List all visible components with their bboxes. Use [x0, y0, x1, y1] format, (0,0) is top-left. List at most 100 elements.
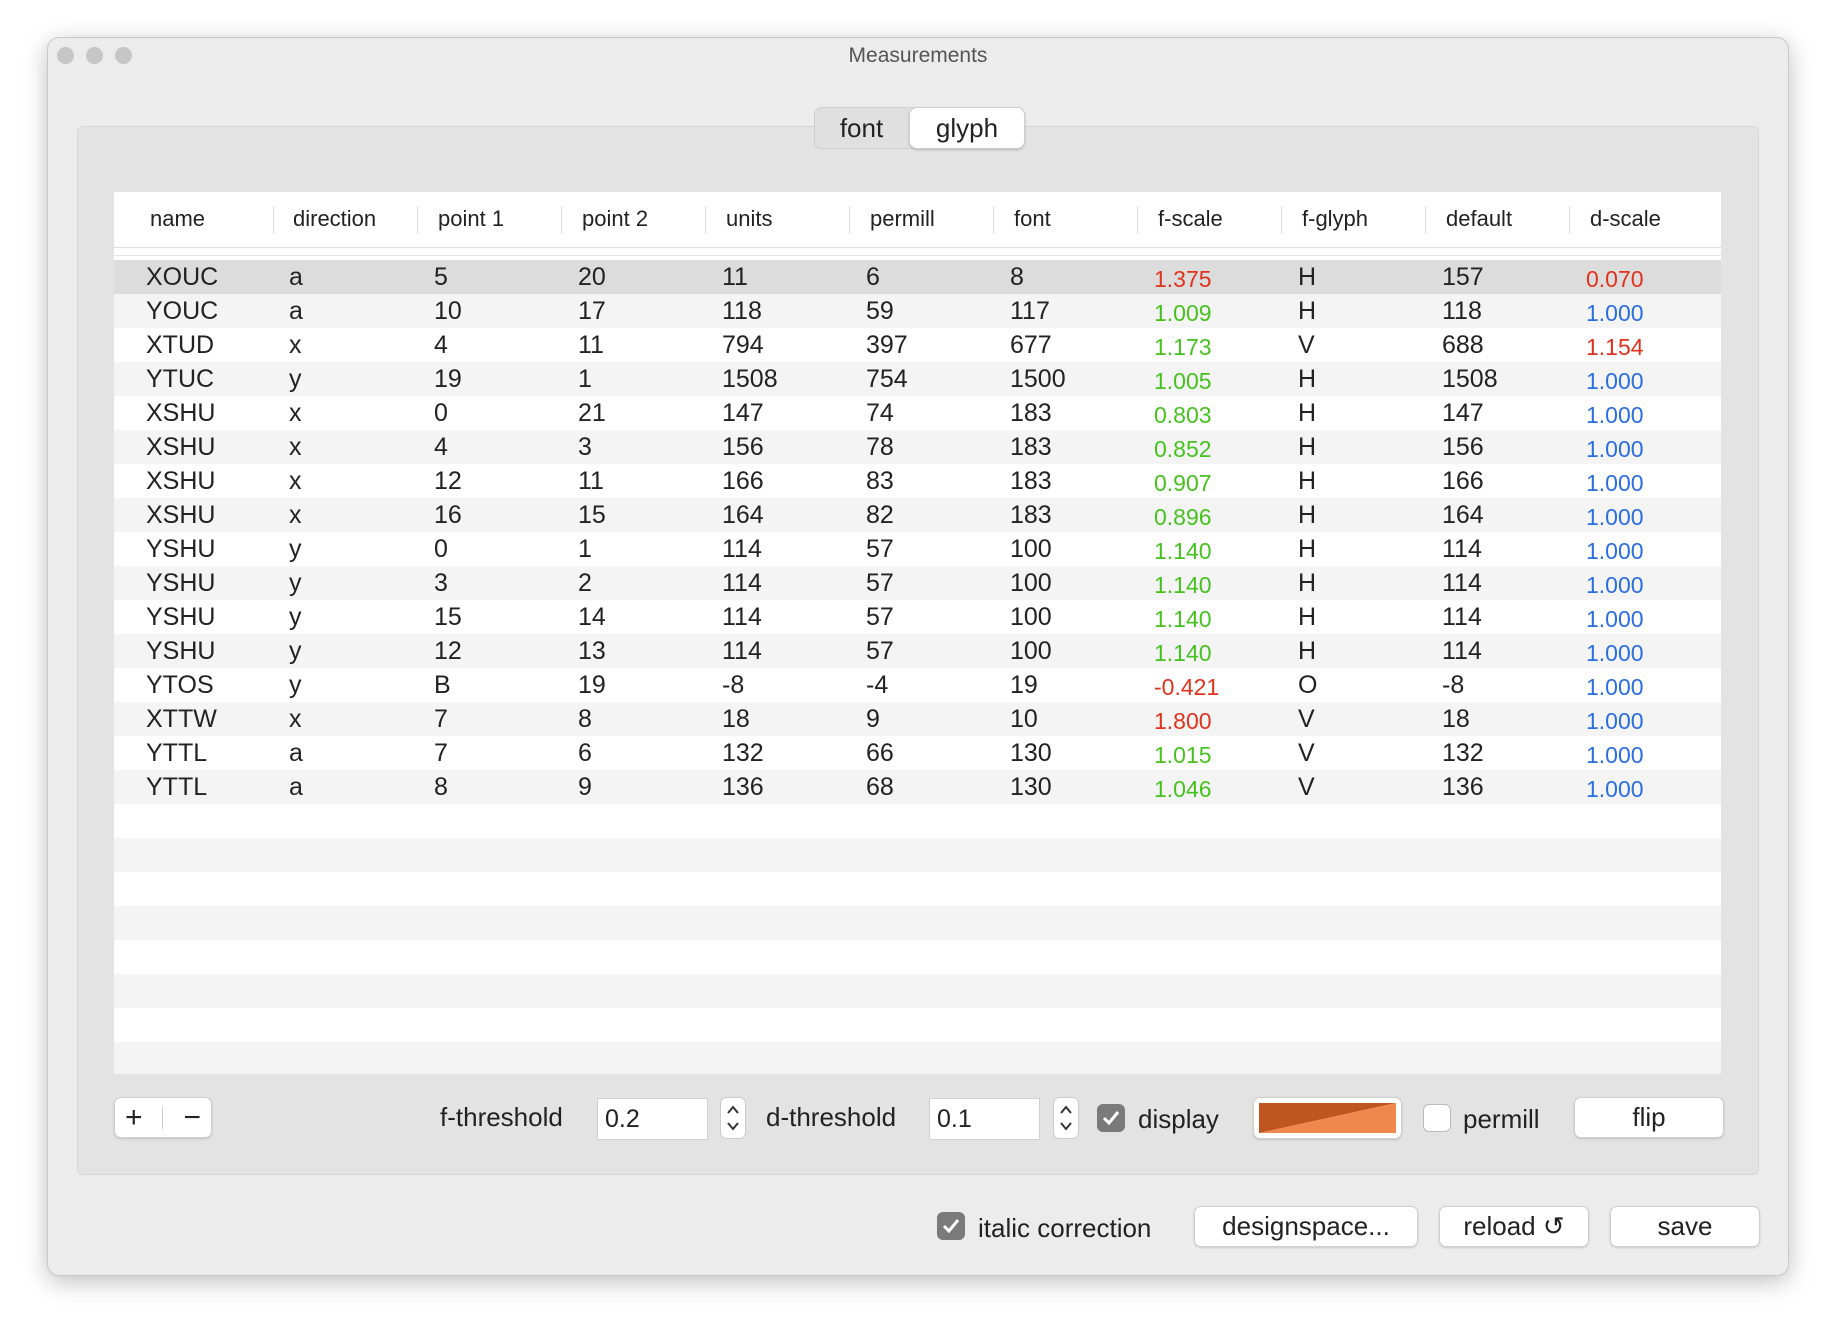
table-cell: 1.000	[1586, 436, 1644, 462]
table-row[interactable]: YTUC y 19 1 1508 754 1500 1.005 H 1508 1.000	[114, 362, 1721, 396]
close-button[interactable]	[57, 47, 74, 64]
table-row[interactable]: XOUC a 5 20 11 6 8 1.375 H 157 0.070	[114, 260, 1721, 294]
table-cell: H	[1298, 297, 1317, 325]
table-row[interactable]: YSHU y 15 14 114 57 100 1.140 H 114 1.000	[114, 600, 1721, 634]
table-cell: x	[289, 467, 302, 495]
table-cell: a	[289, 263, 303, 291]
table-row[interactable]: YSHU y 12 13 114 57 100 1.140 H 114 1.000	[114, 634, 1721, 668]
permill-checkbox[interactable]	[1423, 1104, 1451, 1132]
table: name direction point 1 point 2 units permill f…	[114, 192, 1721, 1074]
table-cell: 114	[722, 603, 762, 631]
table-row[interactable]: YTOS y B 19 -8 -4 19 -0.421 O -8 1.000	[114, 668, 1721, 702]
add-remove-buttons: + −	[114, 1097, 212, 1138]
table-cell: 1.000	[1586, 402, 1644, 428]
save-button[interactable]: save	[1610, 1206, 1760, 1247]
window-title: Measurements	[848, 44, 988, 67]
table-cell: V	[1298, 331, 1315, 359]
column-separator	[561, 206, 562, 234]
color-swatch	[1259, 1103, 1396, 1133]
table-cell: 11	[722, 263, 748, 291]
column-separator	[417, 206, 418, 234]
remove-button[interactable]: −	[183, 1100, 201, 1134]
table-cell: 19	[1010, 671, 1038, 699]
table-row[interactable]: XSHU x 16 15 164 82 183 0.896 H 164 1.000	[114, 498, 1721, 532]
column-header[interactable]: f-glyph	[1302, 206, 1369, 231]
table-cell: H	[1298, 433, 1317, 461]
column-header[interactable]: d-scale	[1590, 206, 1661, 231]
column-header[interactable]: units	[726, 206, 773, 231]
table-cell: 166	[1442, 467, 1484, 495]
display-checkbox[interactable]	[1097, 1104, 1125, 1132]
table-row[interactable]: YSHU y 3 2 114 57 100 1.140 H 114 1.000	[114, 566, 1721, 600]
minimize-button[interactable]	[86, 47, 103, 64]
empty-row	[114, 974, 1721, 1008]
column-separator	[1281, 206, 1282, 234]
table-row[interactable]: YOUC a 10 17 118 59 117 1.009 H 118 1.000	[114, 294, 1721, 328]
table-cell: V	[1298, 705, 1315, 733]
column-separator	[1137, 206, 1138, 234]
color-well[interactable]	[1253, 1097, 1402, 1139]
table-row[interactable]: XTUD x 4 11 794 397 677 1.173 V 688 1.154	[114, 328, 1721, 362]
designspace-button[interactable]: designspace...	[1194, 1206, 1418, 1247]
table-cell: 1	[578, 535, 592, 563]
table-row[interactable]: XTTW x 7 8 18 9 10 1.800 V 18 1.000	[114, 702, 1721, 736]
table-cell: a	[289, 297, 303, 325]
table-cell: YTTL	[146, 739, 208, 767]
table-cell: 12	[434, 637, 462, 665]
column-header[interactable]: direction	[293, 206, 377, 231]
column-header[interactable]: name	[150, 206, 206, 231]
table-cell: YTOS	[146, 671, 214, 699]
table-row[interactable]: YSHU y 0 1 114 57 100 1.140 H 114 1.000	[114, 532, 1721, 566]
table-cell: 1.000	[1586, 640, 1644, 666]
table-cell: H	[1298, 467, 1317, 495]
tab[interactable]: font	[839, 112, 884, 143]
table-cell: 1.140	[1154, 606, 1212, 632]
column-header[interactable]: point 2	[582, 206, 649, 231]
empty-row	[114, 906, 1721, 940]
add-button[interactable]: +	[124, 1100, 143, 1134]
table-cell: 1.005	[1154, 368, 1212, 394]
table-cell: 16	[434, 501, 462, 529]
table-cell: 11	[578, 467, 604, 495]
table-cell: H	[1298, 535, 1317, 563]
f-threshold-input[interactable]: 0.2	[597, 1098, 708, 1140]
table-cell: 10	[434, 297, 462, 325]
table-cell: 1508	[722, 365, 778, 393]
table-cell: 794	[722, 331, 764, 359]
f-threshold-stepper[interactable]	[720, 1097, 746, 1139]
column-header[interactable]: point 1	[438, 206, 505, 231]
column-header[interactable]: f-scale	[1158, 206, 1223, 231]
table-cell: 397	[866, 331, 908, 359]
column-header[interactable]: default	[1446, 206, 1513, 231]
table-cell: y	[289, 671, 302, 699]
flip-button[interactable]: flip	[1574, 1097, 1724, 1138]
table-cell: 82	[866, 501, 894, 529]
table-cell: 13	[578, 637, 606, 665]
d-threshold-stepper[interactable]	[1053, 1097, 1079, 1139]
table-row[interactable]: YTTL a 8 9 136 68 130 1.046 V 136 1.000	[114, 770, 1721, 804]
table-cell: 117	[1010, 297, 1050, 325]
reload-button[interactable]: reload ↺	[1439, 1206, 1589, 1247]
column-header[interactable]: font	[1014, 206, 1051, 231]
d-threshold-input[interactable]: 0.1	[929, 1098, 1040, 1140]
table-row[interactable]: XSHU x 4 3 156 78 183 0.852 H 156 1.000	[114, 430, 1721, 464]
tab[interactable]: glyph	[909, 107, 1025, 149]
table-cell: YTTL	[146, 773, 208, 801]
column-header[interactable]: permill	[870, 206, 935, 231]
table-cell: 0.803	[1154, 402, 1212, 428]
table-cell: 1508	[1442, 365, 1498, 393]
table-cell: H	[1298, 603, 1317, 631]
table-row[interactable]: YTTL a 7 6 132 66 130 1.015 V 132 1.000	[114, 736, 1721, 770]
table-cell: XTTW	[146, 705, 217, 733]
table-row[interactable]: XSHU x 12 11 166 83 183 0.907 H 166 1.000	[114, 464, 1721, 498]
table-cell: 130	[1010, 739, 1052, 767]
table-cell: XTUD	[146, 331, 215, 359]
table-cell: YSHU	[146, 569, 216, 597]
table-row[interactable]: XSHU x 0 21 147 74 183 0.803 H 147 1.000	[114, 396, 1721, 430]
table-cell: 132	[1442, 739, 1484, 767]
table-cell: 114	[722, 569, 762, 597]
zoom-button[interactable]	[115, 47, 132, 64]
table-cell: 114	[1442, 535, 1482, 563]
italic-correction-checkbox[interactable]	[937, 1212, 965, 1240]
table-cell: 78	[866, 433, 894, 461]
